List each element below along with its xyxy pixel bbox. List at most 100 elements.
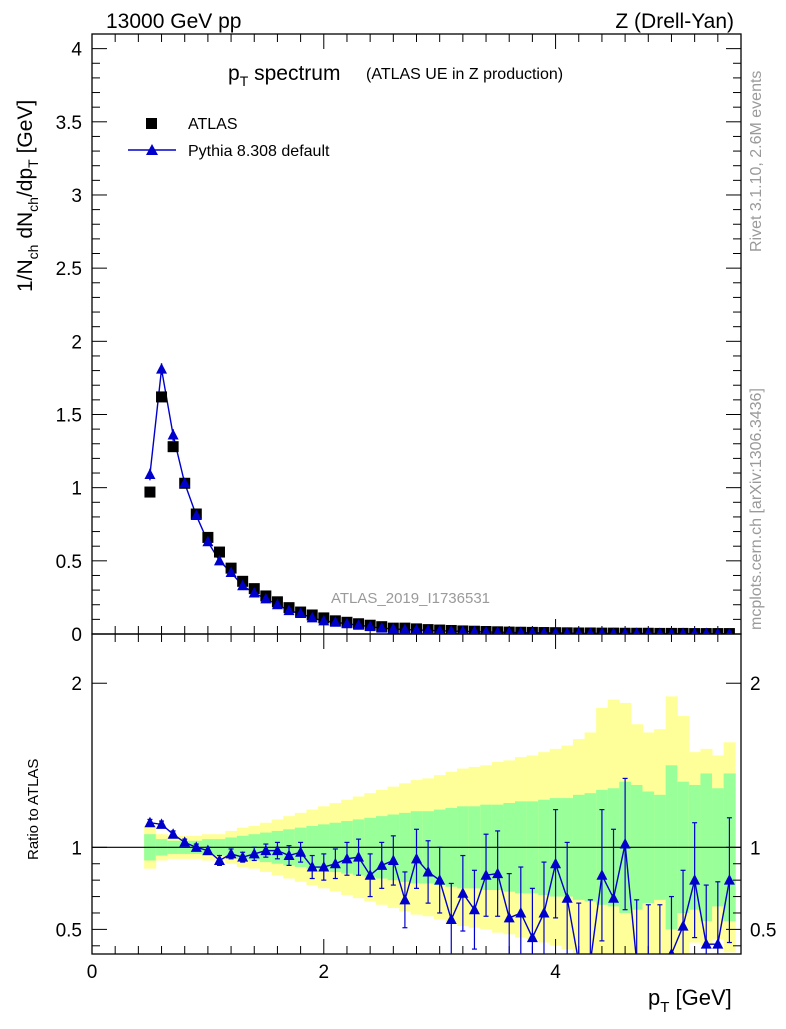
ratio-point [318, 861, 330, 872]
pythia-point [318, 614, 330, 626]
pythia-point [668, 627, 675, 634]
y-tick-label-main: 1 [71, 479, 82, 500]
pythia-point [260, 592, 272, 604]
ratio-point [608, 892, 620, 903]
ratio-point [387, 854, 399, 865]
y-tick-label-main: 3 [71, 186, 82, 207]
ratio-point [225, 847, 237, 859]
pythia-point [691, 627, 699, 634]
ratio-point [411, 852, 422, 864]
ratio-point [329, 857, 341, 869]
pythia-point [505, 626, 514, 634]
pythia-point [306, 611, 318, 623]
ratio-point [237, 851, 249, 862]
legend-pythia-marker [146, 144, 158, 155]
ratio-point [271, 844, 283, 856]
ratio-point [202, 844, 214, 856]
main-series [144, 363, 735, 634]
ratio-point [260, 844, 272, 856]
y-tick-label-main: 1.5 [56, 405, 82, 426]
ratio-point [434, 874, 446, 885]
pythia-point [656, 627, 664, 634]
pythia-point [144, 468, 156, 479]
ratio-point [573, 956, 584, 967]
ratio-point [631, 956, 642, 967]
ratio-point [353, 851, 365, 862]
pythia-point [621, 627, 629, 634]
pythia-point [610, 627, 617, 634]
pythia-point [179, 477, 191, 488]
pythia-point [329, 616, 341, 627]
pythia-point [633, 627, 641, 634]
pythia-point [644, 627, 652, 634]
pythia-point [575, 627, 583, 634]
ratio-point [480, 869, 492, 880]
pythia-point [470, 625, 479, 634]
y-tick-label-main: 2 [71, 332, 82, 353]
pythia-point [399, 623, 411, 634]
pythia-point [295, 607, 307, 619]
ratio-series [144, 777, 735, 967]
y-tick-label-ratio-right: 1 [750, 838, 761, 859]
ratio-point [457, 887, 469, 898]
pythia-point [376, 622, 388, 633]
ratio-point [364, 869, 376, 880]
pythia-point [714, 627, 722, 634]
ratio-point [503, 911, 515, 923]
pythia-point [540, 626, 548, 634]
pythia-point [156, 363, 168, 374]
pythia-point [423, 624, 434, 634]
y-tick-label-ratio: 2 [71, 674, 82, 695]
y-tick-label-ratio-right: 0.5 [750, 920, 776, 941]
pythia-point [341, 617, 353, 629]
y-tick-label-ratio: 0.5 [56, 920, 82, 941]
y-tick-label-ratio-right: 2 [750, 674, 761, 695]
y-tick-label-ratio: 1 [71, 838, 82, 859]
atlas-point [167, 441, 179, 453]
ratio-point [399, 893, 411, 905]
pythia-point [237, 579, 249, 591]
legend-pythia-label: Pythia 8.308 default [188, 143, 330, 160]
pythia-point [364, 620, 376, 632]
mcplots-label: mcplots.cern.ch [arXiv:1306.3436] [748, 388, 765, 630]
ratio-point [283, 849, 295, 861]
main-ylabel: 1/Nch dNch/dpT [GeV] [14, 100, 41, 292]
x-axis-label: pT [GeV] [648, 985, 732, 1016]
atlas-point [156, 391, 168, 403]
ratio-point [619, 838, 631, 849]
ratio-point [248, 847, 260, 859]
pythia-point [481, 625, 491, 634]
main-title-extra: (ATLAS UE in Z production) [366, 66, 563, 83]
pythia-point [446, 625, 456, 634]
pythia-point [353, 619, 365, 630]
legend: ATLAS Pythia 8.308 default [128, 116, 330, 160]
ratio-point [538, 906, 550, 918]
pythia-point [598, 627, 606, 634]
header-left: 13000 GeV pp [106, 10, 241, 33]
ratio-point [526, 931, 538, 943]
ratio-point [295, 846, 307, 857]
ratio-point [689, 874, 701, 885]
ratio-point [585, 956, 596, 967]
atlas-point [144, 486, 156, 498]
y-tick-label-main: 0.5 [56, 552, 82, 573]
header-right: Z (Drell-Yan) [615, 10, 734, 33]
pythia-point [271, 598, 283, 610]
pythia-point [726, 627, 733, 634]
ratio-point [677, 920, 689, 931]
ratio-point [596, 869, 608, 880]
x-tick-label: 0 [87, 962, 98, 983]
analysis-label: ATLAS_2019_I1736531 [331, 590, 490, 607]
ratio-point [668, 948, 675, 954]
pythia-point [387, 622, 399, 634]
pythia-point [225, 566, 237, 578]
pythia-point [434, 624, 445, 634]
ratio-point [561, 892, 573, 903]
legend-atlas-label: ATLAS [188, 116, 238, 133]
pythia-point [516, 626, 525, 634]
pythia-point [283, 604, 295, 616]
pythia-point [167, 428, 179, 440]
ratio-point [712, 938, 724, 949]
pythia-point [202, 535, 214, 547]
